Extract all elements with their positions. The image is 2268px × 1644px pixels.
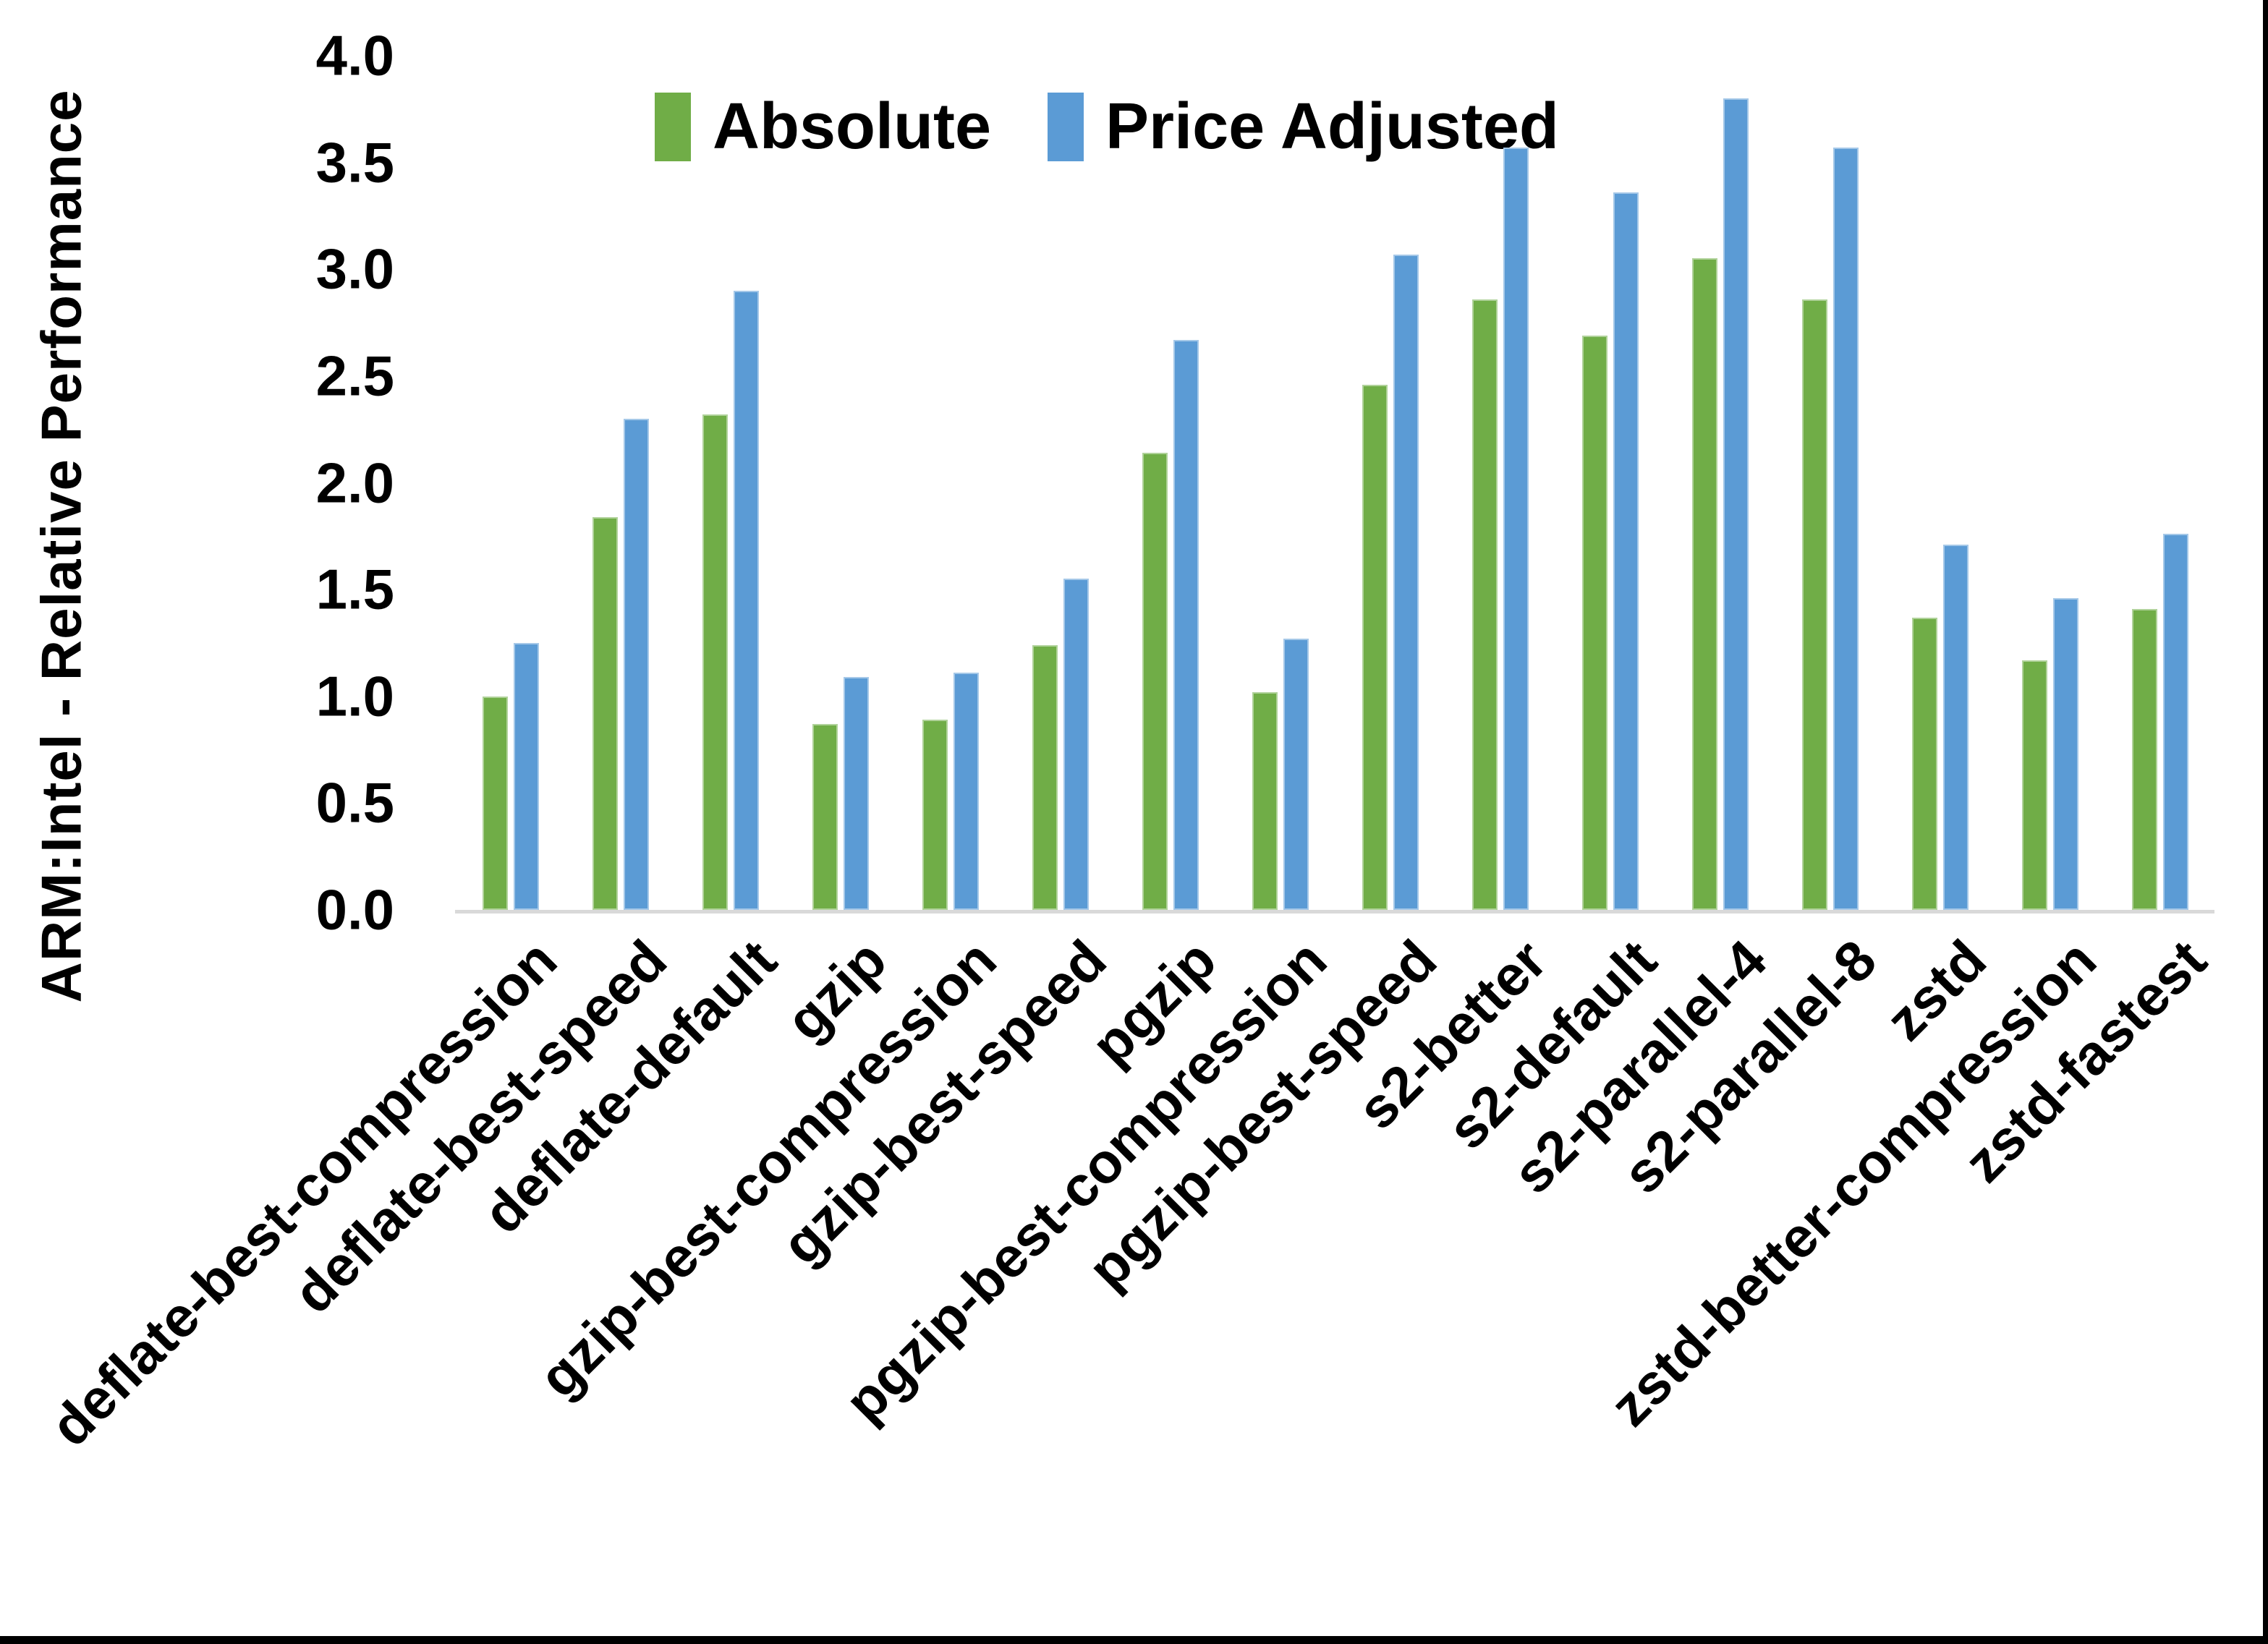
bar-absolute-deflate-default [702,414,728,910]
bar-absolute-gzip [812,724,838,910]
y-tick-label: 2.5 [315,344,394,408]
bar-price-adjusted-zstd-fastest [2163,534,2188,910]
bar-absolute-gzip-best-compression [922,720,948,910]
bar-price-adjusted-zstd [1943,545,1968,910]
legend-swatch-absolute [655,92,691,161]
y-tick-label: 1.0 [315,664,394,728]
legend-label-price-adjusted: Price Adjusted [1105,90,1559,163]
border-strip-bottom [0,1636,2268,1644]
bar-absolute-deflate-best-compression [483,696,508,910]
y-tick-label: 3.5 [315,130,394,195]
legend-item-absolute: Absolute [655,90,991,164]
bar-absolute-s2-default [1582,335,1607,910]
legend: Absolute Price Adjusted [655,87,1559,166]
bar-price-adjusted-gzip-best-speed [1063,579,1089,910]
bar-price-adjusted-s2-better [1503,147,1529,910]
legend-item-price-adjusted: Price Adjusted [1048,90,1559,164]
y-tick-label: 0.5 [315,770,394,835]
bar-absolute-pgzip [1142,453,1168,910]
y-tick-label: 2.0 [315,451,394,514]
bar-absolute-gzip-best-speed [1032,644,1058,910]
bar-absolute-pgzip-best-speed [1362,384,1388,910]
bar-price-adjusted-gzip [844,677,869,910]
bar-price-adjusted-deflate-best-speed [624,418,649,910]
bar-absolute-s2-better [1472,299,1498,910]
bar-price-adjusted-s2-parallel-8 [1833,147,1859,910]
bar-absolute-zstd [1912,617,1937,910]
bar-price-adjusted-pgzip-best-speed [1393,254,1419,910]
bar-absolute-pgzip-best-compression [1252,691,1278,910]
border-strip-right [2263,0,2268,1644]
bar-absolute-deflate-best-speed [593,516,618,910]
bar-price-adjusted-gzip-best-compression [954,673,979,910]
y-tick-label: 4.0 [315,23,394,88]
y-tick-label: 3.0 [315,237,394,301]
x-axis-line [455,910,2214,913]
bar-price-adjusted-s2-parallel-4 [1723,98,1749,910]
bar-absolute-s2-parallel-4 [1692,258,1717,910]
y-tick-label: 0.0 [315,877,394,942]
bar-price-adjusted-pgzip-best-compression [1283,639,1309,910]
bar-absolute-zstd-better-compression [2022,660,2047,910]
bar-price-adjusted-deflate-best-compression [514,642,539,910]
bar-absolute-s2-parallel-8 [1802,299,1827,910]
bar-price-adjusted-deflate-default [734,290,759,910]
legend-label-absolute: Absolute [713,90,992,163]
bar-absolute-zstd-fastest [2132,608,2157,910]
bar-price-adjusted-zstd-better-compression [2053,597,2078,910]
bar-price-adjusted-pgzip [1173,339,1199,910]
bar-price-adjusted-s2-default [1613,192,1639,910]
y-tick-label: 1.5 [315,557,394,621]
legend-swatch-price-adjusted [1048,92,1084,161]
